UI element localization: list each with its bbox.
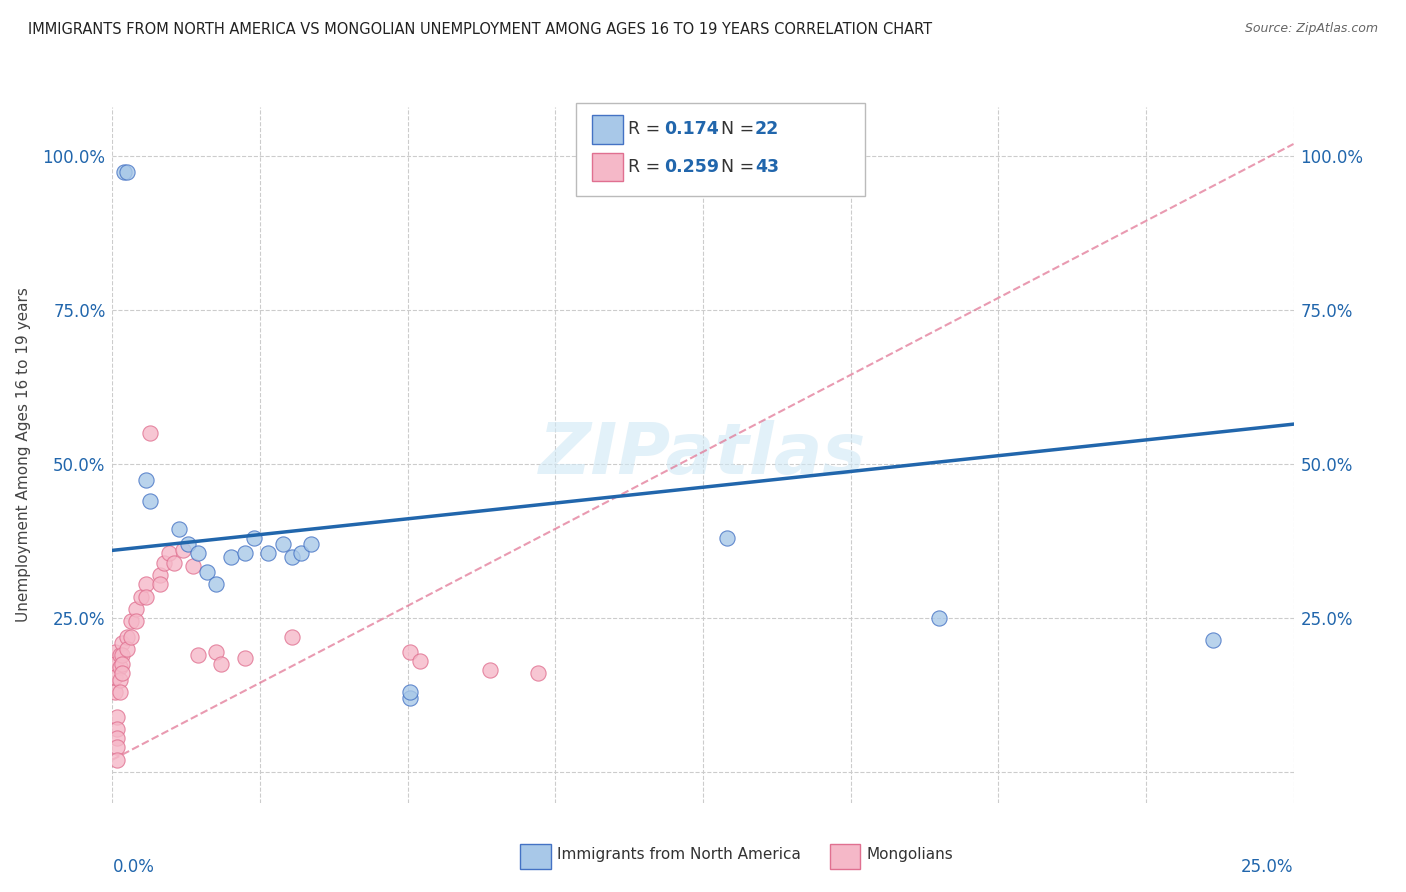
Text: R =: R = xyxy=(628,158,666,176)
Point xyxy=(125,614,148,628)
Point xyxy=(928,611,950,625)
Point xyxy=(186,648,208,662)
Text: 25.0%: 25.0% xyxy=(1241,858,1294,877)
Point xyxy=(281,549,304,564)
Text: Source: ZipAtlas.com: Source: ZipAtlas.com xyxy=(1244,22,1378,36)
Point xyxy=(104,657,127,672)
Point xyxy=(104,645,127,659)
Point xyxy=(111,648,134,662)
Point xyxy=(186,546,208,560)
Point xyxy=(115,164,138,178)
Point xyxy=(526,666,548,681)
Point xyxy=(120,630,142,644)
Y-axis label: Unemployment Among Ages 16 to 19 years: Unemployment Among Ages 16 to 19 years xyxy=(17,287,31,623)
Text: Mongolians: Mongolians xyxy=(866,847,953,862)
Point xyxy=(139,494,162,508)
Point xyxy=(1202,632,1225,647)
Point xyxy=(111,666,134,681)
Point xyxy=(479,664,502,678)
Point xyxy=(135,473,157,487)
Point xyxy=(112,164,135,178)
Point xyxy=(195,565,218,579)
Point xyxy=(115,641,138,656)
Text: Immigrants from North America: Immigrants from North America xyxy=(557,847,800,862)
Point xyxy=(399,645,422,659)
Point xyxy=(111,636,134,650)
Point xyxy=(172,543,194,558)
Point xyxy=(108,685,131,699)
Point xyxy=(104,685,127,699)
Point xyxy=(299,537,322,551)
Text: 22: 22 xyxy=(755,120,779,138)
Text: R =: R = xyxy=(628,120,666,138)
Point xyxy=(163,556,186,570)
Point xyxy=(399,691,422,706)
Point xyxy=(408,654,430,668)
Point xyxy=(105,709,128,723)
Point xyxy=(104,669,127,683)
Text: 43: 43 xyxy=(755,158,779,176)
Point xyxy=(167,522,190,536)
Point xyxy=(205,577,228,591)
Point xyxy=(219,549,242,564)
Text: ZIPatlas: ZIPatlas xyxy=(540,420,866,490)
Point xyxy=(233,546,256,560)
Point xyxy=(125,602,148,616)
Point xyxy=(108,648,131,662)
Point xyxy=(149,568,172,582)
Point xyxy=(111,657,134,672)
Point xyxy=(105,753,128,767)
Point xyxy=(105,731,128,746)
Point xyxy=(120,614,142,628)
Point xyxy=(399,685,422,699)
Point xyxy=(135,590,157,604)
Point xyxy=(115,630,138,644)
Point xyxy=(105,740,128,755)
Point xyxy=(209,657,232,672)
Text: 0.0%: 0.0% xyxy=(112,858,155,877)
Text: 0.174: 0.174 xyxy=(664,120,718,138)
Point xyxy=(157,546,180,560)
Point xyxy=(139,426,162,441)
Point xyxy=(108,673,131,687)
Point xyxy=(233,651,256,665)
Point xyxy=(105,722,128,736)
Text: N =: N = xyxy=(721,158,761,176)
Point xyxy=(716,531,738,545)
Point xyxy=(290,546,312,560)
Point xyxy=(149,577,172,591)
Point xyxy=(181,558,204,573)
Text: N =: N = xyxy=(721,120,761,138)
Point xyxy=(177,537,200,551)
Text: IMMIGRANTS FROM NORTH AMERICA VS MONGOLIAN UNEMPLOYMENT AMONG AGES 16 TO 19 YEAR: IMMIGRANTS FROM NORTH AMERICA VS MONGOLI… xyxy=(28,22,932,37)
Point xyxy=(243,531,266,545)
Point xyxy=(281,630,304,644)
Point xyxy=(205,645,228,659)
Point xyxy=(129,590,152,604)
Point xyxy=(108,660,131,674)
Point xyxy=(271,537,294,551)
Point xyxy=(135,577,157,591)
Point xyxy=(153,556,176,570)
Point xyxy=(257,546,280,560)
Text: 0.259: 0.259 xyxy=(664,158,718,176)
